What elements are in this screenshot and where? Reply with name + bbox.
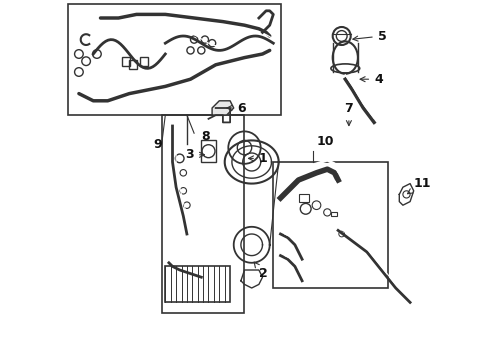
Text: 9: 9 [153,138,162,150]
Bar [129,60,137,69]
Bar [122,57,130,66]
Polygon shape [212,101,233,115]
Text: 8: 8 [201,130,209,143]
Text: 2: 2 [254,262,267,280]
Text: 1: 1 [248,152,267,165]
Bar [165,266,230,302]
Bar [201,140,215,162]
Bar [330,212,337,216]
Text: 4: 4 [359,73,382,86]
Text: 5: 5 [352,30,386,42]
Bar [298,194,309,202]
Text: 11: 11 [407,177,430,194]
Text: 3: 3 [185,148,204,161]
Text: 10: 10 [316,135,333,148]
Text: 6: 6 [226,102,245,114]
Text: 7: 7 [344,102,352,126]
Bar [140,57,148,66]
